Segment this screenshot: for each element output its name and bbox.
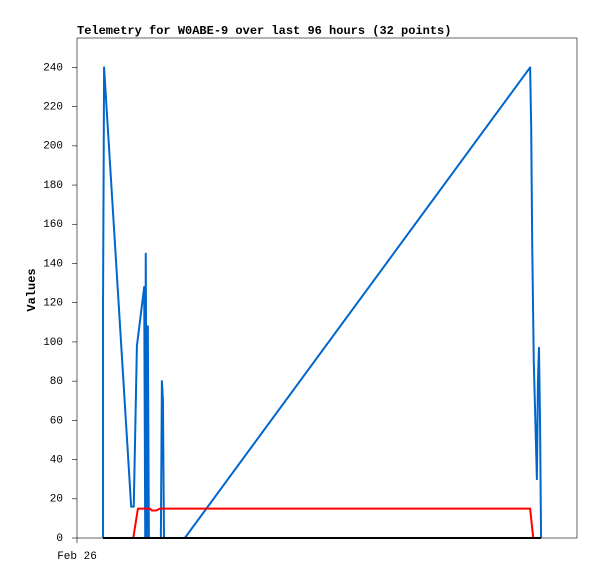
chart-title: Telemetry for W0ABE-9 over last 96 hours…: [77, 24, 451, 38]
y-tick-label: 160: [43, 219, 63, 231]
y-tick-label: 200: [43, 141, 63, 153]
y-tick-label: 140: [43, 258, 63, 270]
y-tick-label: 80: [50, 376, 63, 388]
y-tick-label: 0: [56, 533, 63, 545]
y-tick-label: 180: [43, 180, 63, 192]
plot-frame: [76, 37, 578, 539]
series-line: [132, 507, 535, 539]
y-tick-label: 100: [43, 337, 63, 349]
x-tick-label: Feb 26: [57, 551, 97, 563]
series-line: [102, 66, 543, 539]
y-tick-label: 220: [43, 102, 63, 114]
y-axis-label: Values: [25, 268, 39, 311]
y-tick-label: 240: [43, 62, 63, 74]
y-tick-label: 60: [50, 415, 63, 427]
y-tick-label: 20: [50, 494, 63, 506]
y-tick-label: 40: [50, 454, 63, 466]
y-tick-label: 120: [43, 298, 63, 310]
